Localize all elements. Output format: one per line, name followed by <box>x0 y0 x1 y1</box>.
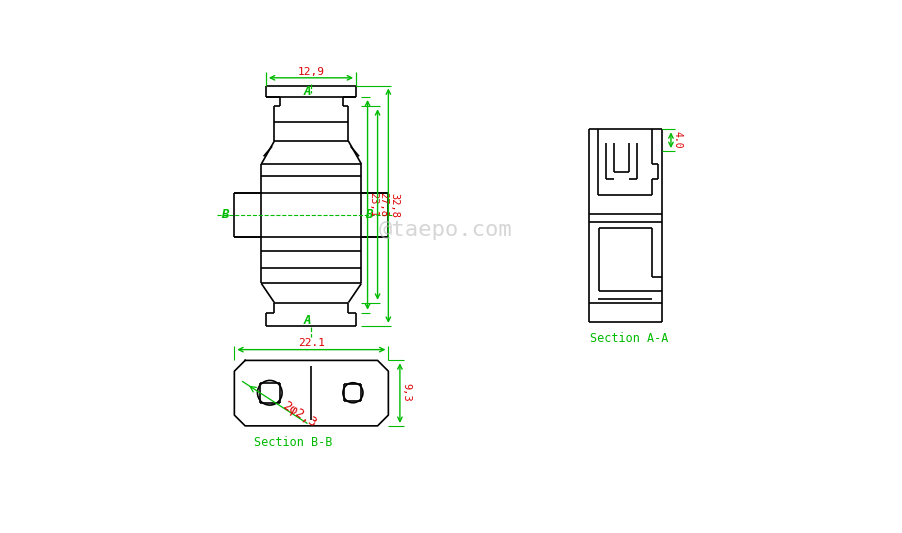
Text: 12,9: 12,9 <box>298 67 325 77</box>
Text: 27,8: 27,8 <box>379 191 389 216</box>
Text: 2φ2,3: 2φ2,3 <box>281 399 319 430</box>
Text: Section B-B: Section B-B <box>253 437 332 449</box>
Text: 4.0: 4.0 <box>673 131 683 149</box>
Text: B: B <box>221 208 229 221</box>
Text: 23,1: 23,1 <box>369 192 379 217</box>
Text: B: B <box>365 208 373 221</box>
Text: 9,3: 9,3 <box>401 383 411 402</box>
Text: 22.1: 22.1 <box>298 338 325 349</box>
Text: A: A <box>304 314 311 327</box>
Text: @taepo.com: @taepo.com <box>379 220 513 239</box>
Text: Section A-A: Section A-A <box>590 333 668 345</box>
Text: A: A <box>304 85 311 98</box>
Text: 32,8: 32,8 <box>390 193 400 218</box>
